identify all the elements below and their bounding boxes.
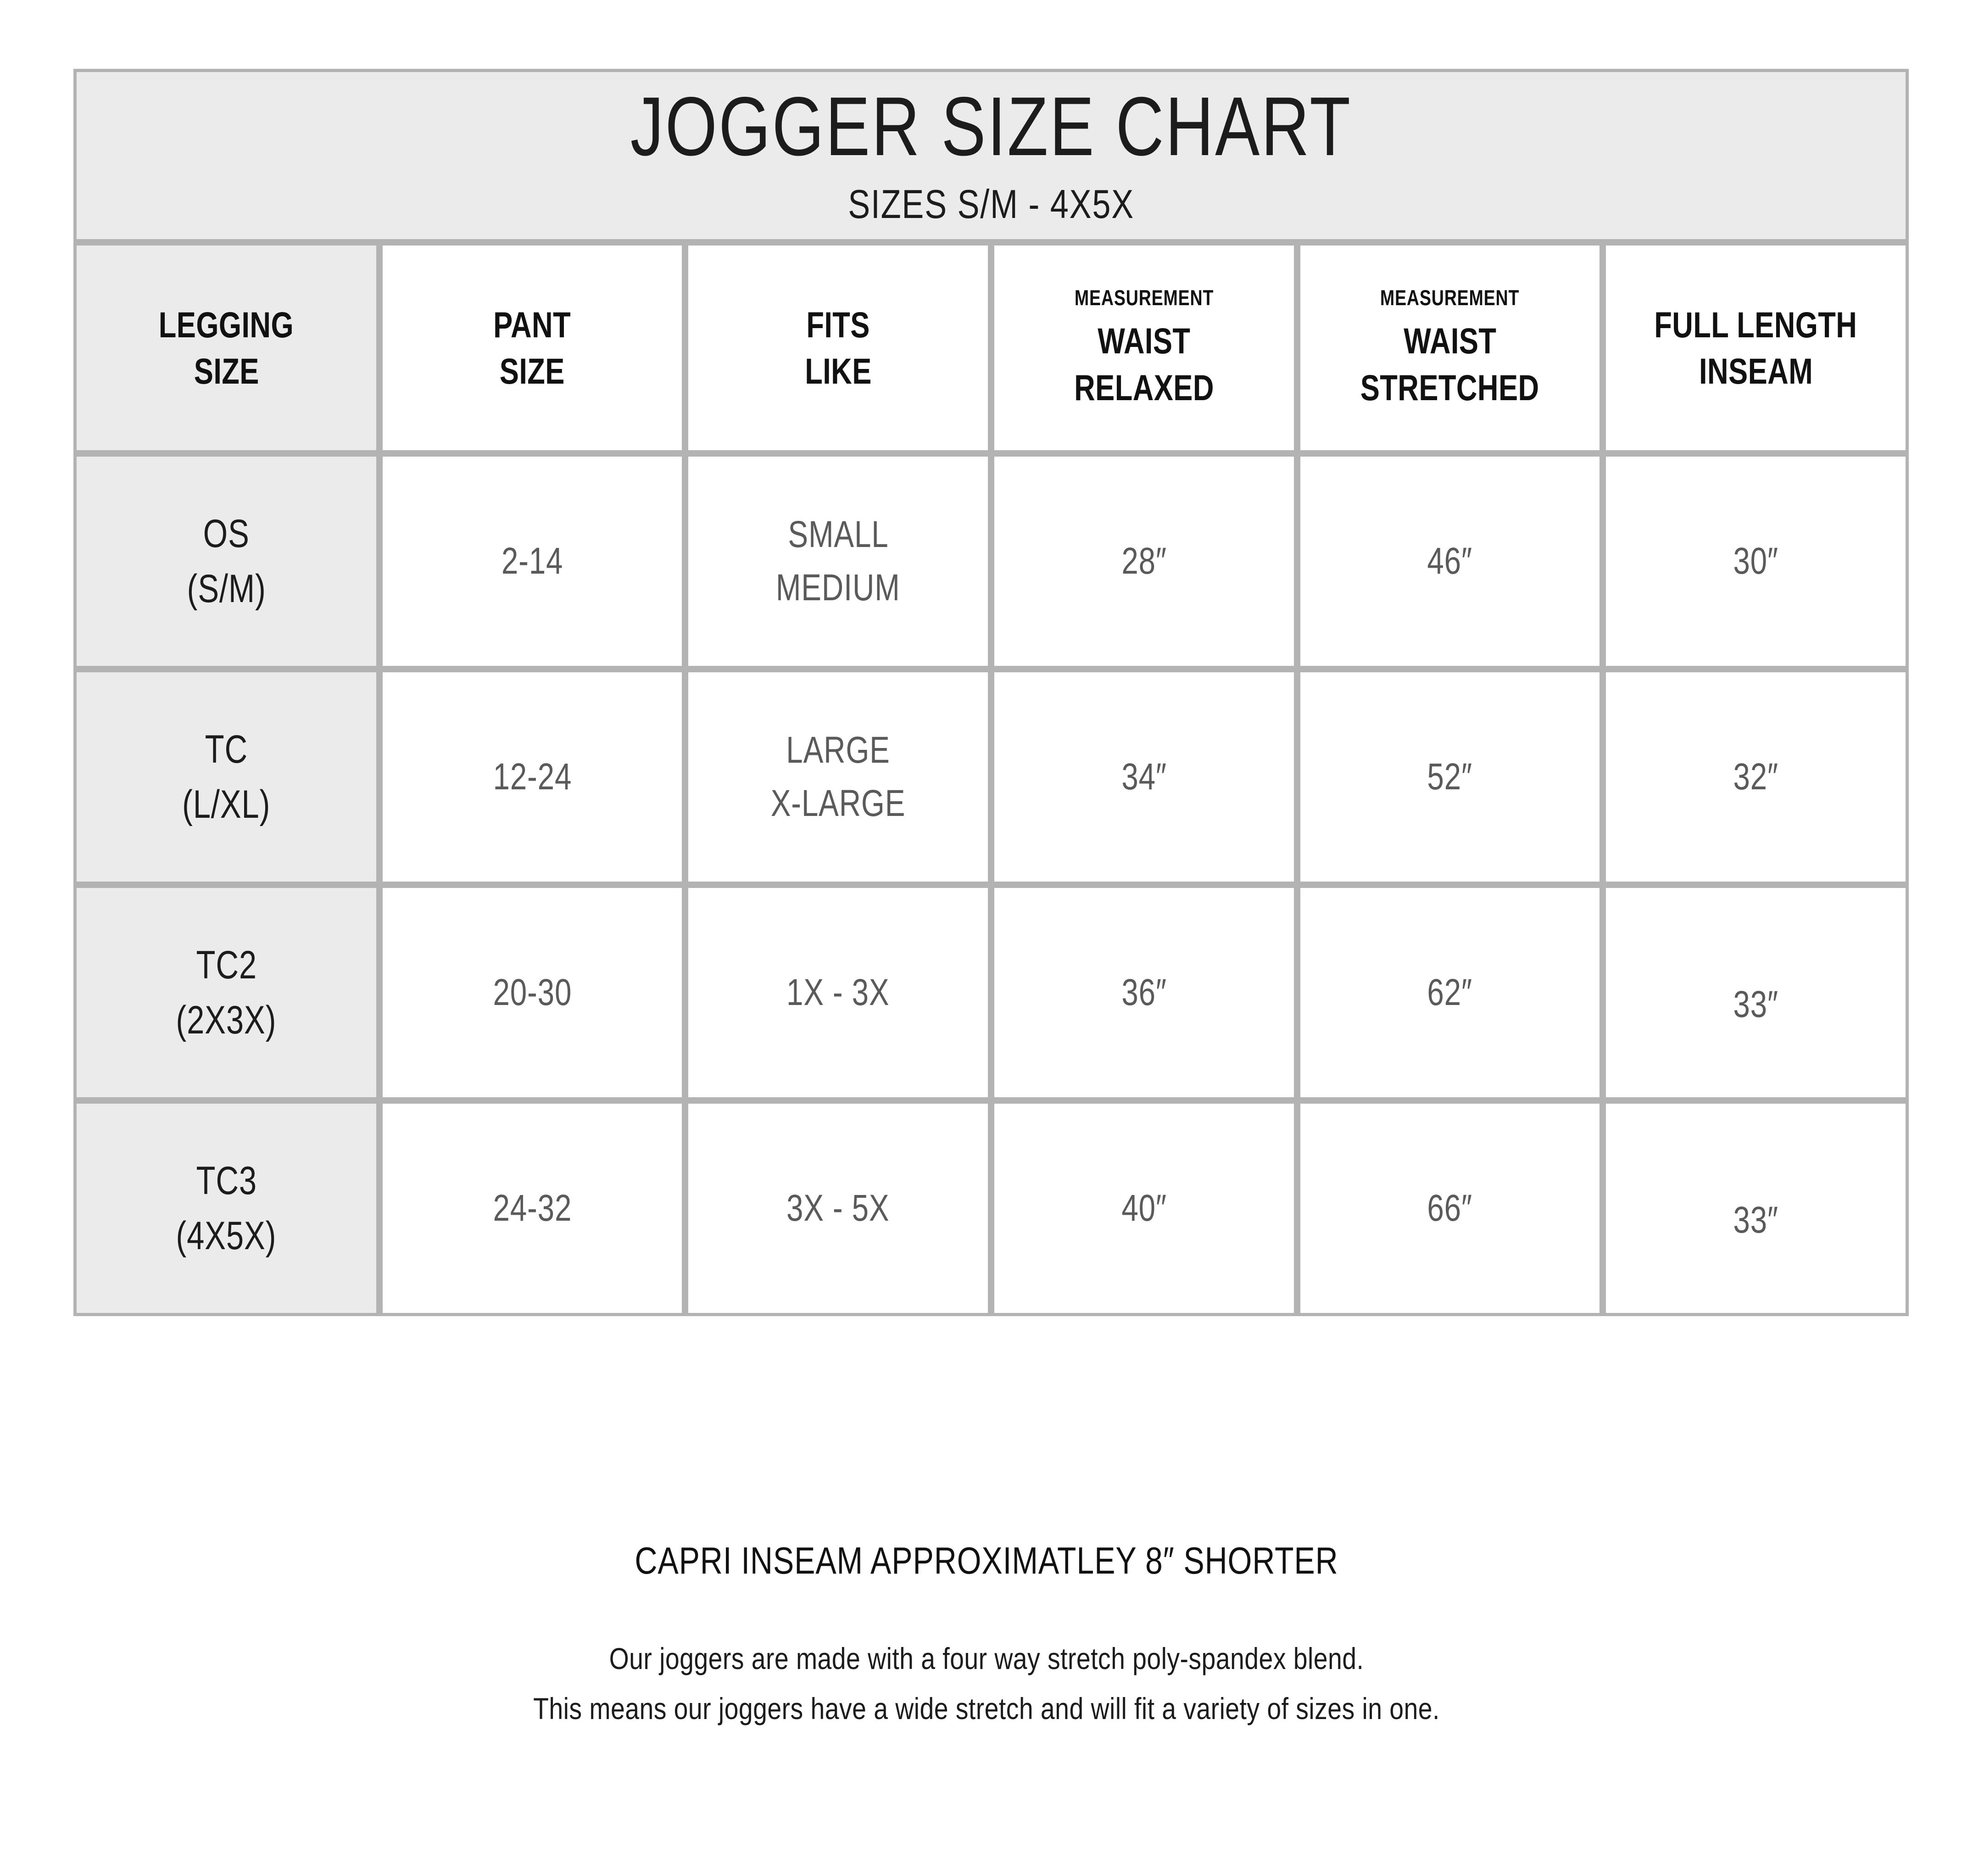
waist-stretched-value: 62″ — [1427, 971, 1473, 1013]
cell-pant-size: 24-32 — [379, 1100, 686, 1317]
cell-fits-like: 1X - 3X — [685, 885, 991, 1101]
table-row: TC (L/XL) 12-24 LARGE X-LARGE — [73, 669, 1909, 885]
fabric-blend-line-2: This means our joggers have a wide stret… — [533, 1691, 1440, 1725]
legging-size-alias: (L/XL) — [182, 782, 271, 827]
header-line-1: FULL LENGTH — [1654, 304, 1857, 345]
pant-size-value: 20-30 — [493, 971, 572, 1013]
column-header-full-length-inseam: FULL LENGTH INSEAM — [1603, 242, 1909, 454]
fits-like-line-2: X-LARGE — [770, 782, 906, 825]
fits-like-line-1: 3X - 5X — [786, 1187, 890, 1229]
column-header-fits-like: FITS LIKE — [685, 242, 991, 454]
full-length-inseam-value: 30″ — [1733, 540, 1778, 582]
waist-relaxed-value: 28″ — [1121, 540, 1167, 582]
table-row: OS (S/M) 2-14 SMALL MEDIUM — [73, 453, 1909, 670]
pant-size-value: 24-32 — [493, 1187, 572, 1229]
cell-fits-like: SMALL MEDIUM — [685, 453, 991, 670]
legging-size-alias: (2X3X) — [176, 998, 277, 1043]
cell-pant-size: 2-14 — [379, 453, 686, 670]
cell-waist-stretched: 62″ — [1297, 885, 1603, 1101]
cell-waist-relaxed: 40″ — [991, 1100, 1297, 1317]
waist-stretched-value: 66″ — [1427, 1187, 1473, 1229]
cell-fits-like: LARGE X-LARGE — [685, 669, 991, 885]
full-length-inseam-value: 33″ — [1733, 983, 1778, 1025]
header-line-1: WAIST — [1403, 320, 1497, 362]
cell-full-length-inseam: 30″ — [1603, 453, 1909, 670]
waist-relaxed-value: 36″ — [1121, 971, 1167, 1013]
legging-size-alias: (4X5X) — [176, 1214, 277, 1258]
header-line-2: SIZE — [194, 351, 259, 392]
column-header-waist-relaxed: MEASUREMENT WAIST RELAXED — [991, 242, 1297, 454]
cell-pant-size: 12-24 — [379, 669, 686, 885]
header-eyebrow: MEASUREMENT — [1380, 285, 1520, 310]
header-line-2: RELAXED — [1074, 367, 1214, 408]
cell-waist-relaxed: 34″ — [991, 669, 1297, 885]
header-line-2: STRETCHED — [1360, 367, 1539, 408]
capri-inseam-note: CAPRI INSEAM APPROXIMATLEY 8″ SHORTER — [635, 1539, 1338, 1582]
pant-size-value: 2-14 — [501, 540, 563, 582]
fits-like-line-1: 1X - 3X — [786, 971, 890, 1013]
footer-notes: CAPRI INSEAM APPROXIMATLEY 8″ SHORTER Ou… — [0, 1540, 1973, 1731]
waist-stretched-value: 46″ — [1427, 540, 1473, 582]
legging-size-code: OS — [203, 511, 250, 556]
cell-fits-like: 3X - 5X — [685, 1100, 991, 1317]
waist-relaxed-value: 34″ — [1121, 755, 1167, 798]
page-title: JOGGER SIZE CHART — [630, 79, 1352, 173]
page-subtitle: SIZES S/M - 4X5X — [848, 181, 1134, 227]
cell-legging-size: TC (L/XL) — [73, 669, 379, 885]
cell-waist-stretched: 46″ — [1297, 453, 1603, 670]
table-row: TC3 (4X5X) 24-32 3X - 5X 40″ — [73, 1100, 1909, 1317]
cell-legging-size: TC3 (4X5X) — [73, 1100, 379, 1317]
table-header-row: LEGGING SIZE PANT SIZE FITS LIKE — [73, 242, 1909, 454]
header-line-2: INSEAM — [1699, 351, 1813, 392]
jogger-size-chart-table: JOGGER SIZE CHART SIZES S/M - 4X5X LEGGI… — [73, 69, 1909, 1317]
header-line-1: FITS — [806, 304, 870, 345]
legging-size-code: TC2 — [196, 943, 257, 987]
fits-like-line-2: MEDIUM — [776, 567, 901, 609]
legging-size-code: TC — [205, 727, 248, 771]
legging-size-alias: (S/M) — [187, 567, 266, 611]
cell-full-length-inseam: 33″ — [1603, 1100, 1909, 1317]
header-line-2: LIKE — [804, 351, 872, 392]
column-header-waist-stretched: MEASUREMENT WAIST STRETCHED — [1297, 242, 1603, 454]
cell-legging-size: TC2 (2X3X) — [73, 885, 379, 1101]
header-eyebrow: MEASUREMENT — [1074, 285, 1214, 310]
waist-stretched-value: 52″ — [1427, 755, 1473, 798]
header-line-1: PANT — [493, 304, 571, 345]
cell-full-length-inseam: 32″ — [1603, 669, 1909, 885]
fits-like-line-1: SMALL — [788, 513, 889, 555]
header-line-2: SIZE — [499, 351, 565, 392]
cell-full-length-inseam: 33″ — [1603, 885, 1909, 1101]
pant-size-value: 12-24 — [493, 755, 572, 798]
header-line-1: LEGGING — [159, 304, 294, 345]
cell-legging-size: OS (S/M) — [73, 453, 379, 670]
header-line-1: WAIST — [1098, 320, 1191, 362]
column-header-legging-size: LEGGING SIZE — [73, 242, 379, 454]
full-length-inseam-value: 32″ — [1733, 755, 1778, 798]
size-chart-table-wrapper: JOGGER SIZE CHART SIZES S/M - 4X5X LEGGI… — [73, 69, 1909, 1317]
legging-size-code: TC3 — [196, 1158, 257, 1203]
cell-pant-size: 20-30 — [379, 885, 686, 1101]
table-row: TC2 (2X3X) 20-30 1X - 3X 36″ — [73, 885, 1909, 1101]
column-header-pant-size: PANT SIZE — [379, 242, 686, 454]
title-banner: JOGGER SIZE CHART SIZES S/M - 4X5X — [73, 69, 1909, 243]
cell-waist-relaxed: 28″ — [991, 453, 1297, 670]
cell-waist-stretched: 52″ — [1297, 669, 1603, 885]
fabric-blend-line-1: Our joggers are made with a four way str… — [609, 1642, 1364, 1676]
cell-waist-relaxed: 36″ — [991, 885, 1297, 1101]
waist-relaxed-value: 40″ — [1121, 1187, 1167, 1229]
fits-like-line-1: LARGE — [786, 729, 890, 771]
cell-waist-stretched: 66″ — [1297, 1100, 1603, 1317]
title-row: JOGGER SIZE CHART SIZES S/M - 4X5X — [73, 69, 1909, 243]
full-length-inseam-value: 33″ — [1733, 1199, 1778, 1241]
